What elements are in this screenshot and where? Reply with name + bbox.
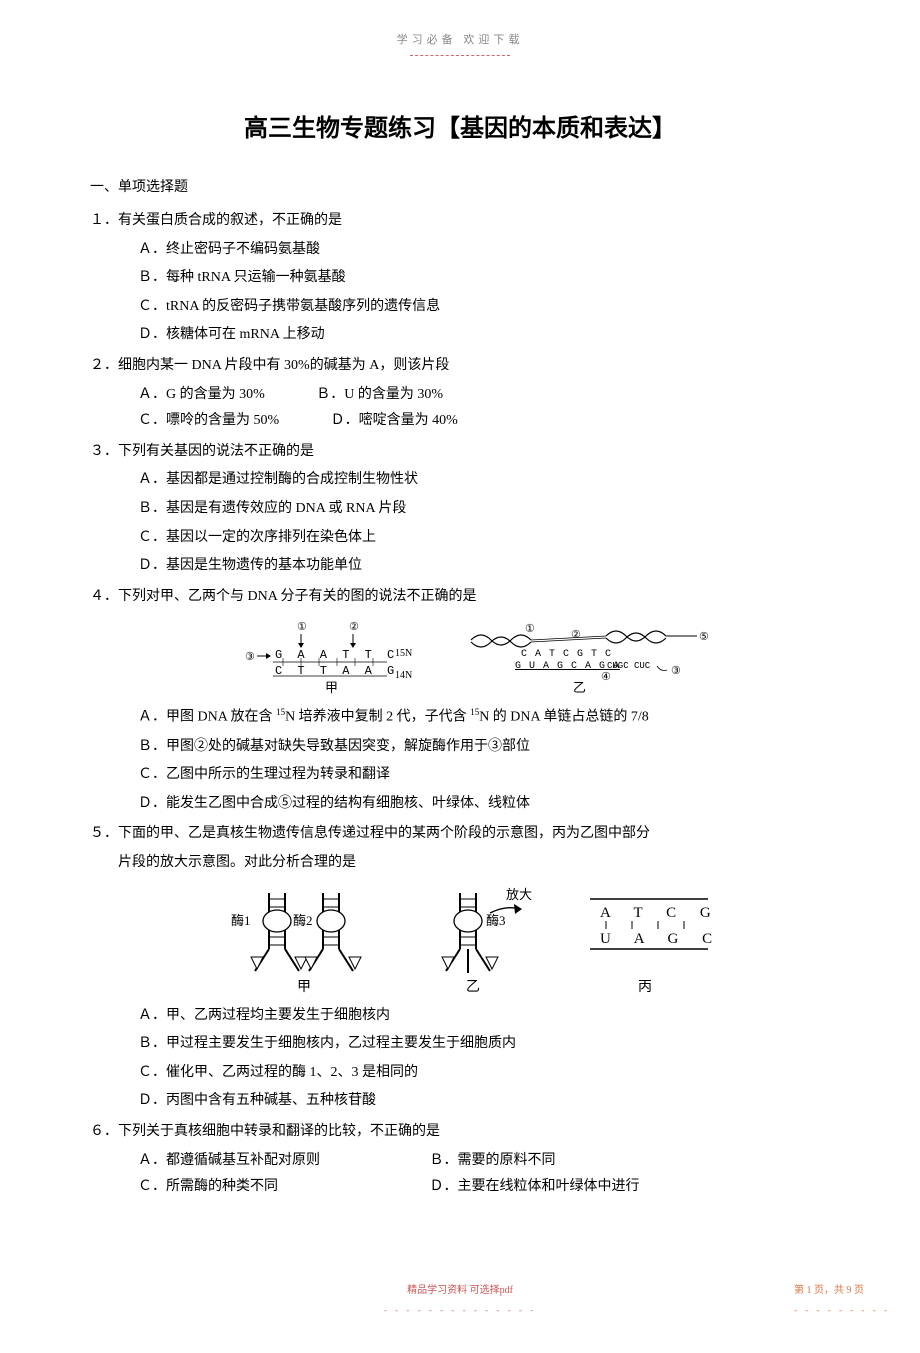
fig-yi-lbl: 乙 — [466, 979, 480, 995]
n14: 14N — [395, 670, 412, 681]
circ2: ② — [349, 621, 359, 633]
fig-jia-lbl: 甲 — [297, 980, 311, 995]
q2-opt-c: Ｃ．嘌呤的含量为 50% — [138, 408, 279, 435]
q4-options: Ａ．甲图 DNA 放在含 15N 培养液中复制 2 代，子代含 15N 的 DN… — [90, 704, 830, 817]
q2-opt-d: Ｄ．嘧啶含量为 40% — [331, 408, 458, 435]
q5-fig-bing: A T C G U A G C 丙 — [572, 885, 722, 995]
q1-opt-c: Ｃ．tRNA 的反密码子携带氨基酸序列的遗传信息 — [138, 294, 830, 321]
q3-opt-c: Ｃ．基因以一定的次序排列在染色体上 — [138, 525, 830, 552]
q4-stem: ４．下列对甲、乙两个与 DNA 分子有关的图的说法不正确的是 — [90, 584, 830, 611]
q6-opt-c: Ｃ．所需酶的种类不同 — [138, 1174, 378, 1201]
y-circ1: ① — [525, 623, 535, 635]
section-header: 一、单项选择题 — [90, 175, 830, 202]
q1-stem: １．有关蛋白质合成的叙述，不正确的是 — [90, 208, 830, 235]
circ1: ① — [297, 621, 307, 633]
q1-options: Ａ．终止密码子不编码氨基酸 Ｂ．每种 tRNA 只运输一种氨基酸 Ｃ．tRNA … — [90, 237, 830, 349]
q3-opt-b: Ｂ．基因是有遗传效应的 DNA 或 RNA 片段 — [138, 496, 830, 523]
q2-options: Ａ．G 的含量为 30% Ｂ．U 的含量为 30% Ｃ．嘌呤的含量为 50% Ｄ… — [90, 382, 830, 435]
n15: 15N — [395, 648, 412, 659]
q4-figure-yi: ① ② ⑤ C A T C G T C G U A G C A G A CUGC… — [461, 618, 711, 696]
magnify-label: 放大 — [506, 887, 532, 902]
q5-figures: 酶1 酶2 甲 酶3 放大 — [90, 885, 830, 995]
q5-fig-jia: 酶1 酶2 甲 — [229, 885, 379, 995]
q1-opt-a: Ａ．终止密码子不编码氨基酸 — [138, 237, 830, 264]
top-marker: 学习必备 欢迎下载 — [90, 30, 830, 51]
fig-bing-lbl: 丙 — [638, 980, 652, 995]
q5-stem: ５．下面的甲、乙是真核生物遗传信息传递过程中的某两个阶段的示意图，丙为乙图中部分 — [90, 821, 830, 848]
q5-opt-a: Ａ．甲、乙两过程均主要发生于细胞核内 — [138, 1003, 830, 1030]
q3-opt-d: Ｄ．基因是生物遗传的基本功能单位 — [138, 553, 830, 580]
enz3-label: 酶3 — [486, 913, 506, 928]
q4-opt-a: Ａ．甲图 DNA 放在含 15N 培养液中复制 2 代，子代含 15N 的 DN… — [138, 704, 830, 731]
q5-opt-d: Ｄ．丙图中含有五种碱基、五种核苷酸 — [138, 1088, 830, 1115]
seq-top: G A A T T C — [275, 648, 398, 662]
bing-row2: U A G C — [600, 931, 722, 947]
y-circ3: ③ — [671, 665, 681, 677]
enz1-label: 酶1 — [231, 913, 251, 928]
enz2-label: 酶2 — [293, 913, 313, 928]
y-circ4: ④ — [601, 671, 611, 683]
q5-opt-b: Ｂ．甲过程主要发生于细胞核内，乙过程主要发生于细胞质内 — [138, 1031, 830, 1058]
q3-opt-a: Ａ．基因都是通过控制酶的合成控制生物性状 — [138, 467, 830, 494]
q6-opt-d: Ｄ．主要在线粒体和叶绿体中进行 — [430, 1174, 640, 1201]
page-footer: 精品学习资料 可选择pdf - - - - - - - - - - - - - … — [90, 1281, 830, 1313]
top-separator — [410, 55, 510, 56]
q3-options: Ａ．基因都是通过控制酶的合成控制生物性状 Ｂ．基因是有遗传效应的 DNA 或 R… — [90, 467, 830, 579]
q1-opt-b: Ｂ．每种 tRNA 只运输一种氨基酸 — [138, 265, 830, 292]
q6-opt-a: Ａ．都遵循碱基互补配对原则 — [138, 1148, 378, 1175]
circ3: ③ — [245, 651, 255, 663]
footer-center: 精品学习资料 可选择pdf - - - - - - - - - - - - - … — [90, 1281, 830, 1319]
q6-stem: ６．下列关于真核细胞中转录和翻译的比较，不正确的是 — [90, 1119, 830, 1146]
q4-figures: ① ② ③ G A A T T C C T T A A G 15N 14N 甲 — [90, 618, 830, 696]
y-tail: CUGC CUC — [607, 661, 651, 671]
q2-opt-a: Ａ．G 的含量为 30% — [138, 382, 265, 409]
q1-opt-d: Ｄ．核糖体可在 mRNA 上移动 — [138, 322, 830, 349]
q6-opt-b: Ｂ．需要的原料不同 — [430, 1148, 556, 1175]
q3-stem: ３．下列有关基因的说法不正确的是 — [90, 439, 830, 466]
fig-jia-label: 甲 — [325, 680, 338, 695]
q5-fig-yi: 酶3 放大 乙 — [410, 885, 540, 995]
q5-stem2: 片段的放大示意图。对此分析合理的是 — [90, 850, 830, 877]
fig-yi-label: 乙 — [573, 680, 586, 695]
q5-options: Ａ．甲、乙两过程均主要发生于细胞核内 Ｂ．甲过程主要发生于细胞核内，乙过程主要发… — [90, 1003, 830, 1115]
q2-stem: ２．细胞内某一 DNA 片段中有 30%的碱基为 A，则该片段 — [90, 353, 830, 380]
y-seq-top: C A T C G T C — [521, 649, 612, 660]
q4-figure-jia: ① ② ③ G A A T T C C T T A A G 15N 14N 甲 — [239, 618, 429, 696]
q2-opt-b: Ｂ．U 的含量为 30% — [316, 382, 443, 409]
y-circ5: ⑤ — [699, 631, 709, 643]
q4-opt-c: Ｃ．乙图中所示的生理过程为转录和翻译 — [138, 762, 830, 789]
q6-options: Ａ．都遵循碱基互补配对原则 Ｂ．需要的原料不同 Ｃ．所需酶的种类不同 Ｄ．主要在… — [90, 1148, 830, 1201]
q4-opt-b: Ｂ．甲图②处的碱基对缺失导致基因突变，解旋酶作用于③部位 — [138, 734, 830, 761]
footer-right: 第 1 页，共 9 页 - - - - - - - - - — [794, 1281, 890, 1319]
bing-row1: A T C G — [600, 905, 721, 921]
q4-opt-d: Ｄ．能发生乙图中合成⑤过程的结构有细胞核、叶绿体、线粒体 — [138, 791, 830, 818]
q5-opt-c: Ｃ．催化甲、乙两过程的酶 1、2、3 是相同的 — [138, 1060, 830, 1087]
page-title: 高三生物专题练习【基因的本质和表达】 — [90, 106, 830, 152]
